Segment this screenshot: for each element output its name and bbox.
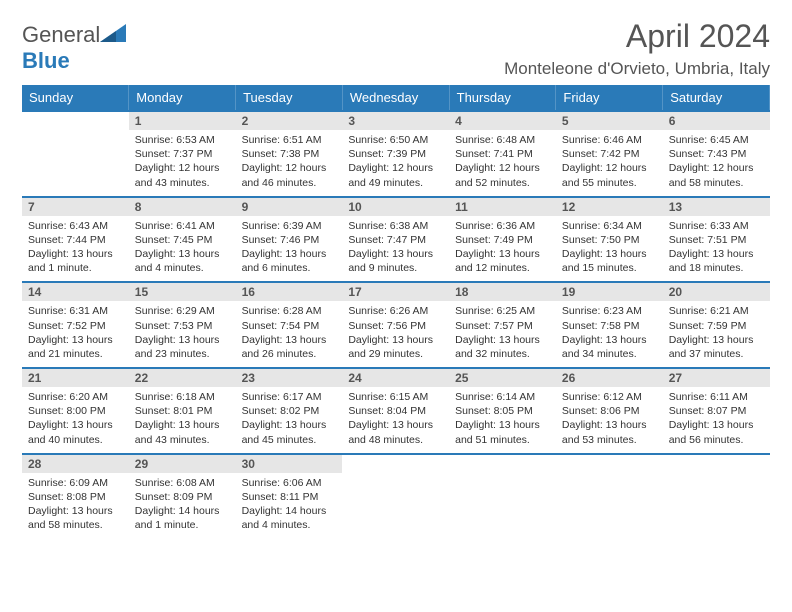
day-header: Tuesday	[236, 85, 343, 111]
week-daynum-row: 282930	[22, 454, 770, 473]
day-number: 18	[449, 282, 556, 301]
day-number: 5	[556, 111, 663, 130]
day-number: 7	[22, 197, 129, 216]
day-number	[449, 454, 556, 473]
day-number: 4	[449, 111, 556, 130]
day-details: Sunrise: 6:38 AM Sunset: 7:47 PM Dayligh…	[342, 216, 449, 283]
day-number: 17	[342, 282, 449, 301]
week-daynum-row: 78910111213	[22, 197, 770, 216]
day-details: Sunrise: 6:51 AM Sunset: 7:38 PM Dayligh…	[236, 130, 343, 197]
logo-text-1: General	[22, 22, 100, 47]
day-details: Sunrise: 6:33 AM Sunset: 7:51 PM Dayligh…	[663, 216, 770, 283]
day-header: Friday	[556, 85, 663, 111]
day-details: Sunrise: 6:41 AM Sunset: 7:45 PM Dayligh…	[129, 216, 236, 283]
day-number: 1	[129, 111, 236, 130]
day-details: Sunrise: 6:31 AM Sunset: 7:52 PM Dayligh…	[22, 301, 129, 368]
day-number: 22	[129, 368, 236, 387]
week-details-row: Sunrise: 6:31 AM Sunset: 7:52 PM Dayligh…	[22, 301, 770, 368]
day-details	[22, 130, 129, 197]
day-details: Sunrise: 6:18 AM Sunset: 8:01 PM Dayligh…	[129, 387, 236, 454]
day-number	[342, 454, 449, 473]
day-details: Sunrise: 6:46 AM Sunset: 7:42 PM Dayligh…	[556, 130, 663, 197]
day-header: Monday	[129, 85, 236, 111]
day-header-row: Sunday Monday Tuesday Wednesday Thursday…	[22, 85, 770, 111]
day-number: 30	[236, 454, 343, 473]
location-text: Monteleone d'Orvieto, Umbria, Italy	[504, 59, 770, 79]
page-title: April 2024	[504, 18, 770, 55]
day-number: 15	[129, 282, 236, 301]
header: General Blue April 2024 Monteleone d'Orv…	[22, 18, 770, 79]
day-number: 24	[342, 368, 449, 387]
logo: General Blue	[22, 18, 126, 74]
day-number: 25	[449, 368, 556, 387]
week-daynum-row: 14151617181920	[22, 282, 770, 301]
day-details: Sunrise: 6:50 AM Sunset: 7:39 PM Dayligh…	[342, 130, 449, 197]
day-number: 26	[556, 368, 663, 387]
day-number: 29	[129, 454, 236, 473]
day-details: Sunrise: 6:53 AM Sunset: 7:37 PM Dayligh…	[129, 130, 236, 197]
week-details-row: Sunrise: 6:53 AM Sunset: 7:37 PM Dayligh…	[22, 130, 770, 197]
day-details: Sunrise: 6:43 AM Sunset: 7:44 PM Dayligh…	[22, 216, 129, 283]
logo-text-2: Blue	[22, 48, 70, 73]
week-details-row: Sunrise: 6:09 AM Sunset: 8:08 PM Dayligh…	[22, 473, 770, 539]
day-number: 6	[663, 111, 770, 130]
day-number: 8	[129, 197, 236, 216]
day-details	[556, 473, 663, 539]
week-daynum-row: 21222324252627	[22, 368, 770, 387]
title-block: April 2024 Monteleone d'Orvieto, Umbria,…	[504, 18, 770, 79]
day-details: Sunrise: 6:28 AM Sunset: 7:54 PM Dayligh…	[236, 301, 343, 368]
day-number: 19	[556, 282, 663, 301]
day-details: Sunrise: 6:39 AM Sunset: 7:46 PM Dayligh…	[236, 216, 343, 283]
day-details: Sunrise: 6:48 AM Sunset: 7:41 PM Dayligh…	[449, 130, 556, 197]
day-header: Sunday	[22, 85, 129, 111]
day-number	[556, 454, 663, 473]
week-details-row: Sunrise: 6:43 AM Sunset: 7:44 PM Dayligh…	[22, 216, 770, 283]
day-number: 3	[342, 111, 449, 130]
day-number: 27	[663, 368, 770, 387]
calendar-table: Sunday Monday Tuesday Wednesday Thursday…	[22, 85, 770, 538]
day-details: Sunrise: 6:34 AM Sunset: 7:50 PM Dayligh…	[556, 216, 663, 283]
day-details: Sunrise: 6:11 AM Sunset: 8:07 PM Dayligh…	[663, 387, 770, 454]
week-daynum-row: 123456	[22, 111, 770, 130]
day-details: Sunrise: 6:26 AM Sunset: 7:56 PM Dayligh…	[342, 301, 449, 368]
day-details	[449, 473, 556, 539]
day-number: 20	[663, 282, 770, 301]
day-details: Sunrise: 6:14 AM Sunset: 8:05 PM Dayligh…	[449, 387, 556, 454]
day-number: 13	[663, 197, 770, 216]
day-number: 9	[236, 197, 343, 216]
day-number: 2	[236, 111, 343, 130]
day-details: Sunrise: 6:06 AM Sunset: 8:11 PM Dayligh…	[236, 473, 343, 539]
day-number: 12	[556, 197, 663, 216]
day-number: 16	[236, 282, 343, 301]
day-details: Sunrise: 6:12 AM Sunset: 8:06 PM Dayligh…	[556, 387, 663, 454]
day-details: Sunrise: 6:25 AM Sunset: 7:57 PM Dayligh…	[449, 301, 556, 368]
day-number: 28	[22, 454, 129, 473]
day-details: Sunrise: 6:08 AM Sunset: 8:09 PM Dayligh…	[129, 473, 236, 539]
day-number: 23	[236, 368, 343, 387]
day-details: Sunrise: 6:23 AM Sunset: 7:58 PM Dayligh…	[556, 301, 663, 368]
day-number: 11	[449, 197, 556, 216]
logo-text: General Blue	[22, 22, 126, 74]
day-details: Sunrise: 6:45 AM Sunset: 7:43 PM Dayligh…	[663, 130, 770, 197]
day-number: 21	[22, 368, 129, 387]
day-details	[663, 473, 770, 539]
day-details: Sunrise: 6:36 AM Sunset: 7:49 PM Dayligh…	[449, 216, 556, 283]
logo-triangle-icon	[100, 24, 126, 42]
day-details: Sunrise: 6:15 AM Sunset: 8:04 PM Dayligh…	[342, 387, 449, 454]
day-number	[22, 111, 129, 130]
day-number	[663, 454, 770, 473]
day-details	[342, 473, 449, 539]
day-details: Sunrise: 6:17 AM Sunset: 8:02 PM Dayligh…	[236, 387, 343, 454]
day-header: Wednesday	[342, 85, 449, 111]
day-header: Saturday	[663, 85, 770, 111]
day-header: Thursday	[449, 85, 556, 111]
day-details: Sunrise: 6:09 AM Sunset: 8:08 PM Dayligh…	[22, 473, 129, 539]
week-details-row: Sunrise: 6:20 AM Sunset: 8:00 PM Dayligh…	[22, 387, 770, 454]
day-number: 10	[342, 197, 449, 216]
day-details: Sunrise: 6:29 AM Sunset: 7:53 PM Dayligh…	[129, 301, 236, 368]
day-details: Sunrise: 6:21 AM Sunset: 7:59 PM Dayligh…	[663, 301, 770, 368]
day-number: 14	[22, 282, 129, 301]
day-details: Sunrise: 6:20 AM Sunset: 8:00 PM Dayligh…	[22, 387, 129, 454]
